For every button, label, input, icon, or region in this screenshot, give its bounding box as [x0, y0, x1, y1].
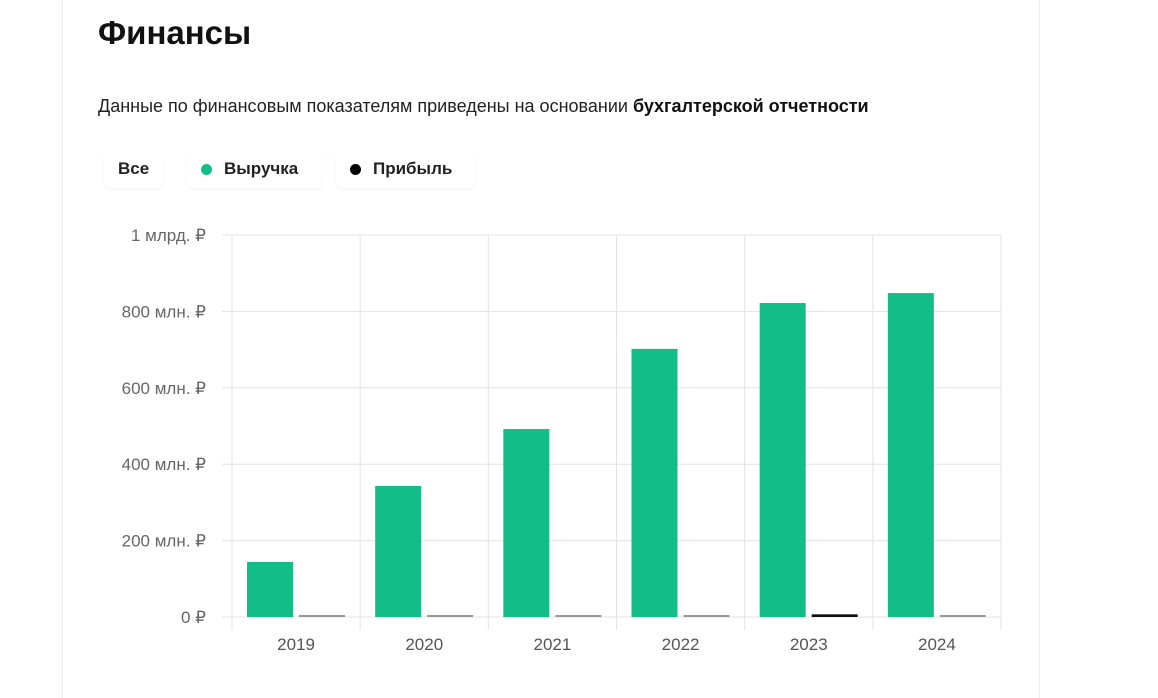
legend-revenue-button[interactable]: Выручка: [187, 150, 322, 188]
legend-profit-label: Прибыль: [373, 159, 453, 178]
legend-all-label: Все: [118, 159, 150, 178]
x-tick-label: 2019: [277, 635, 315, 654]
profit-bar: [683, 615, 730, 617]
revenue-bar: [631, 348, 678, 617]
y-tick-label: 600 млн. ₽: [122, 379, 207, 398]
y-tick-label: 0 ₽: [181, 608, 206, 627]
x-tick-label: 2023: [790, 635, 828, 654]
legend-revenue-label: Выручка: [224, 159, 299, 178]
x-tick-label: 2020: [405, 635, 443, 654]
legend-all-button[interactable]: Все: [104, 150, 163, 188]
profit-bar: [427, 615, 474, 617]
revenue-bar: [759, 302, 806, 617]
profit-bar: [299, 615, 345, 617]
page-title: Финансы: [98, 14, 252, 51]
legend-profit-button[interactable]: Прибыль: [336, 150, 476, 188]
y-tick-label: 800 млн. ₽: [122, 302, 207, 321]
profit-dot-icon: [350, 163, 361, 175]
profit-bar: [555, 615, 602, 617]
x-tick-label: 2024: [918, 635, 956, 654]
revenue-bar: [247, 561, 293, 617]
accounting-link[interactable]: бухгалтерской отчетности: [632, 96, 869, 116]
y-tick-label: 200 млн. ₽: [122, 532, 207, 551]
revenue-bar: [887, 293, 934, 617]
subtitle: Данные по финансовым показателям приведе…: [98, 96, 869, 117]
revenue-bar: [375, 485, 422, 617]
y-tick-label: 1 млрд. ₽: [131, 226, 206, 245]
revenue-bar: [503, 429, 550, 617]
revenue-dot-icon: [201, 163, 212, 175]
y-tick-label: 400 млн. ₽: [122, 455, 207, 474]
finance-card: [62, 0, 1040, 698]
subtitle-text: Данные по финансовым показателям приведе…: [98, 96, 633, 116]
x-tick-label: 2021: [534, 635, 572, 654]
profit-bar: [811, 614, 858, 617]
x-tick-label: 2022: [662, 635, 700, 654]
profit-bar: [939, 615, 986, 617]
